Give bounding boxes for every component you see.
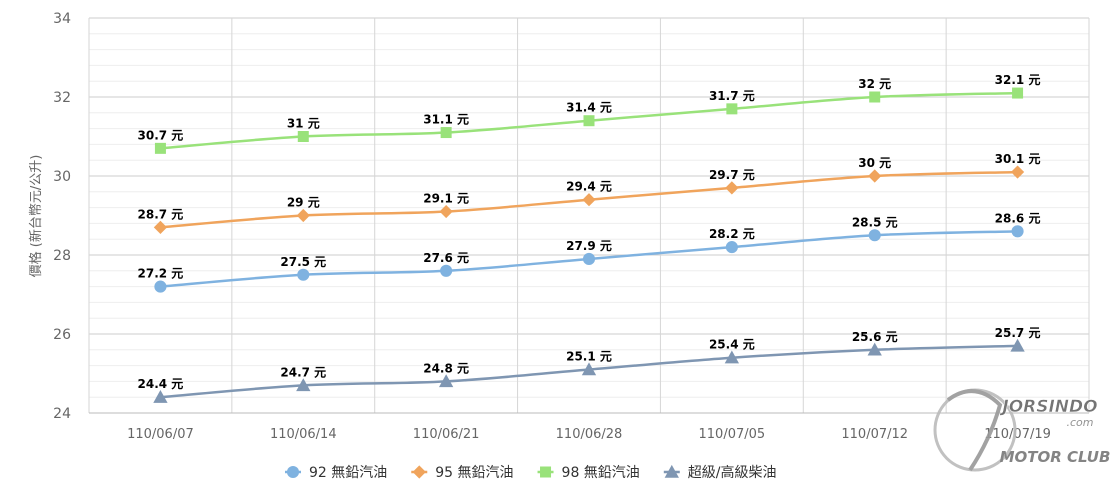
legend-item-4[interactable]: 超級/高級柴油: [663, 464, 777, 481]
x-tick-label: 110/07/05: [699, 427, 766, 442]
legend-marker: [664, 464, 679, 478]
data-label: 27.5 元: [280, 255, 326, 269]
data-label: 29.1 元: [423, 192, 469, 206]
data-point: [725, 241, 738, 254]
data-label: 31.7 元: [709, 89, 755, 103]
data-point: [869, 91, 881, 103]
y-tick-label: 24: [53, 406, 71, 422]
data-label: 25.1 元: [566, 350, 612, 364]
data-point: [582, 252, 596, 265]
data-label: 27.2 元: [138, 267, 184, 281]
data-point: [296, 378, 311, 392]
watermark-text-bottom: MOTOR CLUB: [1000, 448, 1110, 466]
data-point: [1011, 225, 1024, 238]
data-label: 32 元: [858, 77, 891, 91]
legend-label: 超級/高級柴油: [688, 464, 777, 481]
data-point: [297, 268, 310, 281]
legend-label: 98 無鉛汽油: [562, 465, 640, 481]
data-label: 31.4 元: [566, 101, 612, 115]
data-point: [582, 193, 596, 207]
y-tick-label: 28: [53, 248, 71, 264]
data-point: [724, 350, 740, 364]
data-label: 31.1 元: [423, 113, 469, 127]
x-tick-label: 110/07/12: [841, 427, 908, 442]
data-label: 29.4 元: [566, 180, 612, 194]
data-label: 28.7 元: [138, 207, 184, 221]
data-label: 29.7 元: [709, 168, 755, 182]
data-point: [726, 103, 738, 115]
series-3: 30.7 元 31 元 31.1 元 31.4 元 31.7 元 32 元 32.1 元: [138, 73, 1041, 154]
series-layer: 27.2 元 27.5 元 27.6 元 27.9 元 28.2 元 28.5 元 28.6…: [138, 73, 1041, 403]
y-tick-label: 32: [53, 90, 71, 106]
x-tick-label: 110/06/21: [413, 427, 480, 442]
legend-label: 95 無鉛汽油: [435, 465, 513, 481]
data-label: 28.2 元: [709, 227, 755, 241]
watermark-logo: JORSINDO .com MOTOR CLUB: [933, 388, 1110, 472]
data-point: [583, 115, 595, 127]
data-point: [153, 390, 168, 403]
watermark-text-sub: .com: [1067, 416, 1094, 429]
data-point: [296, 208, 310, 223]
data-point: [1010, 165, 1025, 179]
data-label: 25.7 元: [995, 326, 1041, 340]
y-tick-label: 26: [53, 327, 71, 343]
x-tick-label: 110/06/14: [270, 427, 337, 442]
series-1: 27.2 元 27.5 元 27.6 元 27.9 元 28.2 元 28.5 元 28.6…: [138, 211, 1041, 293]
data-label: 30.1 元: [995, 152, 1041, 166]
data-label: 25.6 元: [852, 330, 898, 344]
data-point: [154, 142, 166, 154]
data-label: 30 元: [858, 156, 891, 170]
legend-item-3[interactable]: 98 無鉛汽油: [537, 465, 640, 481]
data-point: [725, 181, 739, 195]
y-tick-label: 34: [53, 11, 71, 27]
data-label: 24.7 元: [280, 365, 326, 379]
x-tick-label: 110/07/19: [984, 427, 1051, 442]
y-tick-label: 30: [53, 169, 71, 185]
x-tick-label: 110/06/07: [127, 427, 194, 442]
data-label: 25.4 元: [709, 338, 755, 352]
data-label: 28.6 元: [995, 211, 1041, 225]
data-point: [868, 169, 882, 183]
legend[interactable]: 92 無鉛汽油 95 無鉛汽油 98 無鉛汽油 超級/高級柴油: [285, 464, 777, 481]
axes: 24 26 28 30 32 34 110/06/07 110/06/14 110/06/21 1…: [53, 11, 1089, 442]
data-point: [868, 229, 881, 242]
data-point: [154, 280, 167, 293]
data-label: 32.1 元: [995, 73, 1041, 87]
data-point: [438, 374, 454, 388]
legend-marker: [412, 465, 426, 479]
watermark-text-top: JORSINDO: [999, 397, 1097, 417]
y-axis-label: 價格 (新台幣元/公升): [28, 155, 44, 278]
series-2: 28.7 元 29 元 29.1 元 29.4 元 29.7 元 30 元 30.1 元: [138, 152, 1041, 234]
legend-marker: [286, 465, 300, 479]
data-point: [439, 204, 453, 219]
data-point: [1012, 87, 1024, 99]
data-label: 30.7 元: [138, 128, 184, 142]
data-label: 28.5 元: [852, 215, 898, 229]
legend-item-2[interactable]: 95 無鉛汽油: [411, 465, 514, 481]
data-label: 27.6 元: [423, 251, 469, 265]
data-point: [440, 264, 453, 277]
legend-item-1[interactable]: 92 無鉛汽油: [285, 465, 387, 481]
data-point: [153, 220, 168, 234]
data-label: 24.4 元: [138, 377, 184, 391]
legend-label: 92 無鉛汽油: [309, 465, 387, 481]
data-label: 29 元: [287, 196, 320, 210]
data-point: [297, 131, 309, 142]
data-point: [581, 362, 597, 376]
data-label: 24.8 元: [423, 361, 469, 375]
series-4: 24.4 元 24.7 元 24.8 元 25.1 元 25.4 元 25.6 元 25.7…: [138, 326, 1041, 403]
data-label: 27.9 元: [566, 239, 612, 253]
data-label: 31 元: [287, 117, 320, 131]
data-point: [867, 342, 882, 356]
data-point: [1010, 338, 1025, 352]
legend-marker: [540, 466, 552, 478]
data-point: [440, 127, 452, 139]
x-tick-label: 110/06/28: [556, 427, 623, 442]
